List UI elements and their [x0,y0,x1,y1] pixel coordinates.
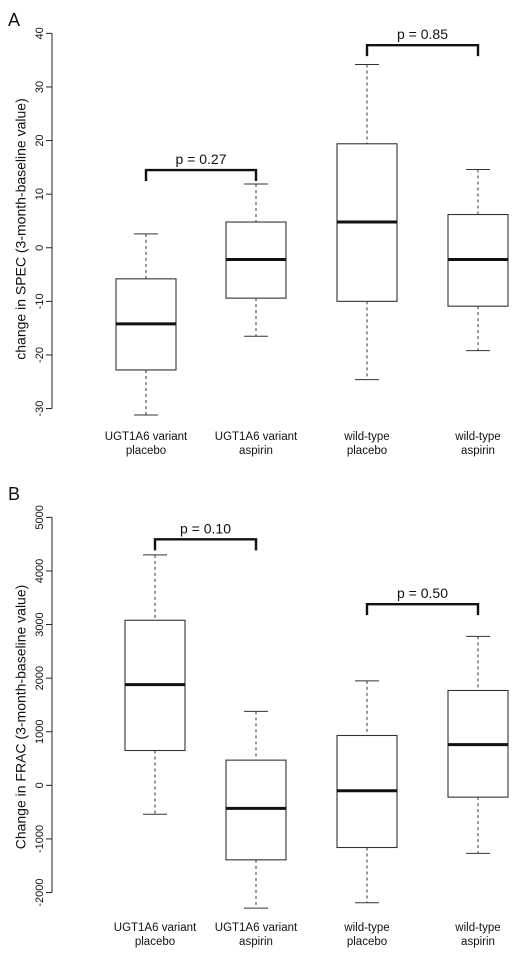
panel-letter: B [8,484,20,504]
p-value-label: p = 0.50 [397,585,448,601]
category-label-line: UGT1A6 variant [114,922,197,934]
y-tick-label: 0 [34,782,46,788]
category-label-line: placebo [347,936,387,948]
category-label: UGT1A6 variant placebo [114,922,197,948]
category-label-line: aspirin [239,936,273,948]
box-3 [336,680,398,904]
box-1 [124,554,186,815]
y-tick-label: 20 [34,134,46,146]
category-label-line: aspirin [461,445,495,457]
category-label: wild-type placebo [343,431,389,457]
box-2 [225,710,287,909]
panel-a: A -30 -20 -10 0 10 20 30 40 change in SPEC (3-mon… [8,10,509,457]
category-label-line: wild-type [343,431,389,443]
y-tick-label: -10 [34,293,46,309]
y-axis-title: Change in FRAC (3-month-baseline value) [13,585,29,850]
category-label: UGT1A6 variant aspirin [215,922,298,948]
category-label-line: placebo [347,445,387,457]
significance-bracket [365,602,480,616]
y-tick-label: 3000 [34,612,46,636]
category-label: UGT1A6 variant aspirin [215,431,298,457]
category-label-line: UGT1A6 variant [215,922,298,934]
y-tick-label: 5000 [34,505,46,529]
category-label: wild-type placebo [343,922,389,948]
category-label: UGT1A6 variant placebo [105,431,188,457]
p-value-label: p = 0.10 [180,520,231,536]
box-1 [115,233,177,416]
box-4 [447,635,509,854]
box-3 [336,63,398,381]
category-label-line: aspirin [461,936,495,948]
significance-bracket [365,43,480,57]
box-4 [447,169,509,352]
category-label-line: wild-type [454,431,500,443]
y-tick-label: 2000 [34,666,46,690]
y-tick-label: 4000 [34,559,46,583]
y-tick-label: -1000 [34,825,46,853]
box-2 [225,183,287,337]
category-label-line: placebo [126,445,166,457]
y-tick-label: 1000 [34,719,46,743]
panel-letter: A [8,10,20,30]
category-label: wild-type aspirin [454,431,500,457]
p-value-label: p = 0.85 [397,26,448,42]
panel-b: B -2000 -1000 0 1000 2000 3000 4000 5000 Change i… [8,484,509,948]
significance-bracket [153,538,258,551]
y-tick-label: -2000 [34,878,46,906]
box-body [225,759,287,861]
p-value-label: p = 0.27 [176,151,227,167]
y-axis-title: change in SPEC (3-month-baseline value) [13,98,29,359]
category-label-line: placebo [135,936,175,948]
y-tick-label: -30 [34,401,46,417]
category-label-line: wild-type [343,922,389,934]
significance-bracket [144,168,258,182]
category-label-line: wild-type [454,922,500,934]
y-tick-label: -20 [34,347,46,363]
y-tick-label: 30 [34,81,46,93]
y-tick-label: 40 [34,27,46,39]
category-label: wild-type aspirin [454,922,500,948]
y-tick-label: 10 [34,188,46,200]
category-label-line: aspirin [239,445,273,457]
category-label-line: UGT1A6 variant [215,431,298,443]
category-label-line: UGT1A6 variant [105,431,188,443]
y-tick-label: 0 [34,245,46,251]
